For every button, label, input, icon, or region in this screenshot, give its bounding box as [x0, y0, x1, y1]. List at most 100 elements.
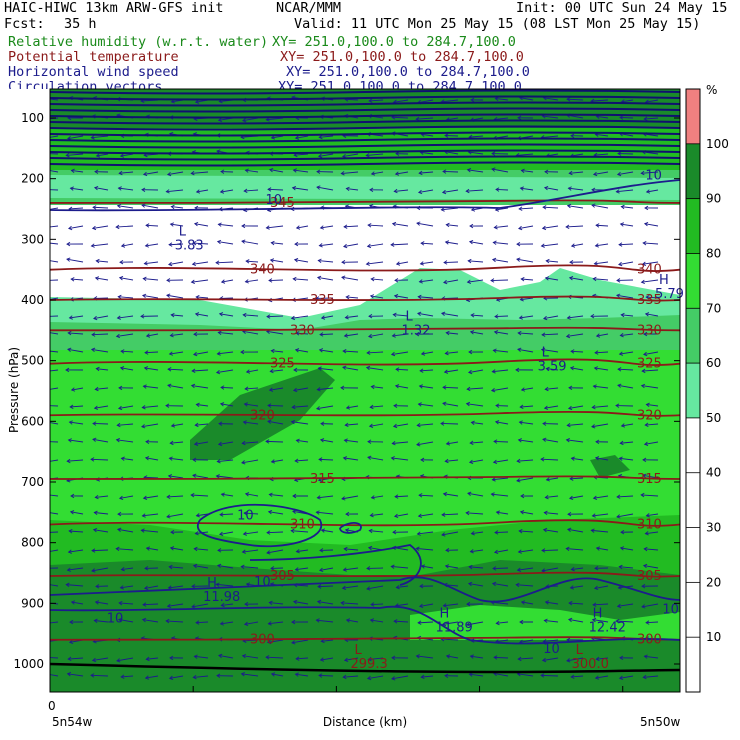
wind-vector-head: [115, 437, 120, 443]
wind-vector: [296, 332, 309, 335]
wind-vector-head: [441, 311, 446, 316]
wind-vector-head: [241, 239, 246, 244]
wind-vector-head: [594, 350, 599, 355]
wind-vector-head: [342, 567, 347, 572]
wind-vector: [466, 403, 484, 407]
wind-vector: [293, 278, 309, 281]
wind-vector-head: [445, 654, 451, 659]
wind-vector-head: [491, 369, 496, 374]
wind-vector: [641, 385, 659, 389]
wind-vector-head: [368, 314, 373, 319]
wind-vector-head: [294, 567, 299, 572]
wind-vector: [642, 474, 659, 479]
wind-vector: [419, 385, 434, 389]
wind-vector: [293, 601, 309, 605]
wind-vector-head: [217, 441, 223, 447]
wind-vector-head: [69, 619, 74, 625]
wind-vector-head: [465, 401, 471, 407]
wind-vector-head: [417, 311, 422, 316]
colorbar-band: [686, 308, 700, 364]
wind-vector-head: [394, 278, 399, 283]
wind-vector-head: [569, 585, 574, 590]
x-axis: [49, 686, 624, 692]
wind-vector-head: [44, 136, 47, 140]
wind-vector: [570, 477, 584, 480]
wind-vector-head: [470, 207, 476, 212]
wind-vector-head: [493, 225, 498, 230]
wind-vector-head: [616, 293, 621, 298]
wind-vector: [142, 405, 159, 409]
wind-vector: [117, 205, 134, 209]
wind-vector: [567, 528, 584, 533]
wind-vector-head: [419, 368, 424, 373]
wind-vector: [243, 531, 259, 535]
wind-vector-head: [168, 456, 173, 461]
wind-vector-head: [316, 406, 321, 411]
extremum-letter: L: [542, 346, 550, 361]
field-name-vec: Circulation vectors: [8, 80, 163, 89]
wind-vector: [244, 621, 259, 625]
wind-vector-head: [91, 657, 97, 663]
wind-vector-head: [291, 185, 297, 191]
wind-vector: [644, 117, 659, 120]
wind-vector: [421, 242, 434, 245]
wind-vector-head: [618, 351, 624, 356]
wind-vector-head: [240, 672, 245, 677]
colorbar-band: [686, 253, 700, 309]
wind-vector-head: [569, 260, 574, 265]
wind-vector-head: [69, 510, 75, 515]
wind-vector-head: [641, 604, 646, 609]
wind-vector-head: [368, 423, 374, 428]
wind-vector-head: [242, 312, 247, 318]
wind-vector: [217, 241, 234, 245]
wind-vector-head: [519, 186, 524, 191]
rh-lower-pocket: [410, 605, 680, 640]
wind-vector-head: [69, 404, 74, 409]
wind-vector-head: [444, 240, 450, 245]
wind-vector-head: [266, 550, 271, 555]
wind-vector-head: [292, 387, 298, 393]
wind-vector-head: [443, 279, 448, 285]
wind-vector: [620, 547, 634, 551]
wind-vector-head: [141, 293, 147, 299]
wind-vector: [217, 459, 234, 463]
wind-vector-head: [370, 602, 375, 607]
wind-vector: [342, 366, 359, 371]
wind-vector: [470, 331, 484, 335]
wind-vector-head: [643, 351, 648, 357]
wind-vector: [291, 639, 309, 644]
wind-vector: [617, 495, 634, 498]
wind-vector: [218, 441, 234, 445]
wind-vector-head: [541, 568, 546, 573]
wind-vector: [192, 474, 209, 479]
wind-vector: [521, 601, 534, 605]
wind-vector: [146, 547, 159, 551]
wind-vector: [94, 405, 109, 409]
wind-vector-head: [270, 348, 275, 354]
wind-vector-head: [141, 187, 146, 192]
wind-vector-head: [495, 510, 501, 515]
wind-vector-head: [545, 366, 550, 372]
wind-vector: [394, 620, 409, 623]
wind-vector: [71, 169, 84, 173]
wind-vector-head: [590, 314, 595, 319]
wind-vector: [268, 404, 284, 407]
wind-vector: [369, 423, 384, 427]
wind-vector: [70, 511, 84, 515]
wind-vector: [219, 531, 234, 535]
wind-vector: [566, 333, 584, 337]
wind-vector-head: [295, 438, 300, 443]
wind-vector-head: [43, 258, 46, 262]
wind-vector-head: [468, 239, 474, 245]
y-tick-label: 500: [21, 354, 44, 368]
wind-vector-head: [165, 189, 170, 194]
wind-vector-head: [418, 493, 423, 498]
wind-vector: [94, 620, 109, 623]
wind-vector-head: [390, 564, 395, 569]
extremum-value: 12.42: [589, 621, 626, 636]
wind-vector: [593, 278, 609, 281]
wind-vector: [545, 495, 559, 498]
wind-vector-head: [617, 151, 622, 156]
wind-vector-head: [595, 546, 601, 551]
wind-vector: [544, 512, 559, 515]
